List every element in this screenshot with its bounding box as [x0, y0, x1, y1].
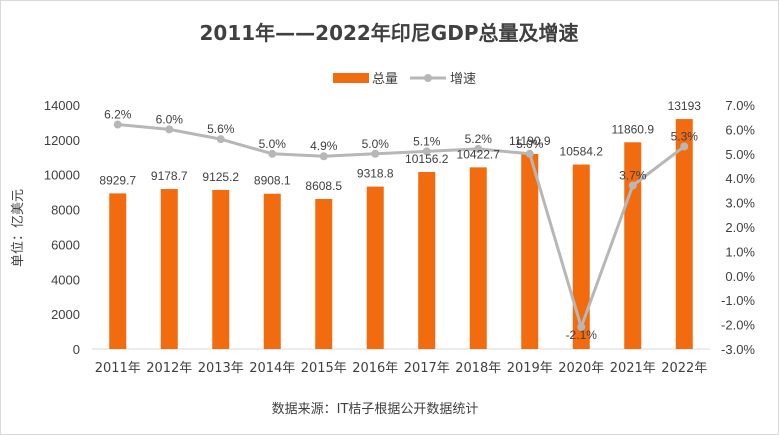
- y-tick-label: 8000: [51, 203, 80, 218]
- bar: [160, 189, 178, 349]
- y2-tick-label: 2.0%: [725, 220, 755, 235]
- y2-tick-label: 3.0%: [725, 196, 755, 211]
- y-tick-label: 6000: [51, 237, 80, 252]
- bar: [572, 164, 590, 349]
- growth-value-label: 5.6%: [207, 122, 235, 136]
- x-tick-label: 2011年: [95, 361, 141, 376]
- bar-value-label: 8908.1: [254, 174, 291, 188]
- x-tick-label: 2018年: [455, 361, 501, 376]
- y-tick-label: 14000: [44, 98, 80, 113]
- bar-value-label: 8929.7: [99, 173, 136, 187]
- growth-value-label: -2.1%: [566, 328, 598, 342]
- y2-tick-label: -2.0%: [721, 318, 755, 333]
- growth-value-label: 3.7%: [619, 169, 647, 183]
- growth-point: [319, 152, 328, 161]
- growth-value-label: 5.2%: [465, 132, 493, 146]
- growth-point: [371, 149, 380, 158]
- x-tick-label: 2022年: [661, 361, 707, 376]
- growth-value-label: 5.1%: [413, 134, 441, 148]
- y-tick-label: 0: [73, 342, 80, 357]
- growth-point: [577, 323, 586, 332]
- growth-value-label: 6.0%: [156, 112, 184, 126]
- y-tick-label: 12000: [44, 133, 80, 148]
- growth-point: [474, 144, 483, 153]
- y2-tick-label: 4.0%: [725, 171, 755, 186]
- y2-tick-label: 6.0%: [725, 122, 755, 137]
- legend-swatch-bar: [333, 73, 369, 83]
- bar-value-label: 11190.9: [509, 134, 551, 148]
- x-tick-label: 2015年: [301, 361, 347, 376]
- bar-value-label: 9125.2: [202, 170, 239, 184]
- chart-title: 2011年——2022年印尼GDP总量及增速: [199, 21, 578, 45]
- growth-line: [117, 123, 686, 329]
- y2-tick-label: 5.0%: [725, 147, 755, 162]
- bar: [418, 171, 436, 349]
- growth-value-label: 5.0%: [362, 137, 390, 151]
- x-tick-label: 2013年: [198, 361, 244, 376]
- y2-tick-label: -3.0%: [721, 342, 755, 357]
- y2-tick-label: 0.0%: [725, 269, 755, 284]
- growth-value-label: 5.0%: [259, 137, 287, 151]
- y-tick-label: 4000: [51, 272, 80, 287]
- legend: 总量 增速: [333, 72, 476, 87]
- bar: [212, 189, 230, 349]
- x-tick-label: 2019年: [507, 361, 553, 376]
- growth-point: [165, 125, 174, 134]
- legend-label-bar: 总量: [372, 72, 398, 87]
- y-axis-label: 单位：亿美元: [11, 189, 26, 267]
- growth-point: [628, 181, 637, 190]
- bar-value-label: 10584.2: [560, 145, 604, 159]
- bar-value-label: 9318.8: [357, 167, 394, 181]
- y2-tick-label: -1.0%: [721, 293, 755, 308]
- bar: [366, 186, 384, 349]
- growth-value-label: 6.2%: [104, 108, 132, 122]
- source-note: 数据来源：IT桔子根据公开数据统计: [272, 402, 479, 417]
- x-tick-label: 2014年: [249, 361, 295, 376]
- growth-value-label: 5.0%: [516, 137, 544, 151]
- growth-point: [680, 142, 689, 151]
- legend-label-line: 增速: [450, 72, 476, 87]
- bar: [263, 193, 281, 349]
- growth-point: [113, 120, 122, 129]
- bar: [109, 193, 127, 349]
- growth-point: [268, 149, 277, 158]
- bar-value-label: 13193: [668, 99, 702, 113]
- x-tick-label: 2016年: [352, 361, 398, 376]
- bar-value-label: 9178.7: [151, 169, 188, 183]
- y-tick-label: 10000: [44, 168, 80, 183]
- chart-marks: 0 2000 4000 6000 8000 10000 12000 14000 -3.0% -2.…: [44, 98, 756, 376]
- bar-value-label: 11860.9: [612, 122, 655, 136]
- growth-point: [216, 135, 225, 144]
- y2-tick-label: 7.0%: [725, 98, 755, 113]
- x-tick-label: 2020年: [558, 361, 604, 376]
- legend-marker-line: [424, 74, 432, 82]
- growth-point: [422, 147, 431, 156]
- bar: [521, 153, 539, 349]
- bar: [315, 198, 333, 349]
- y2-tick-label: 1.0%: [725, 244, 755, 259]
- x-tick-label: 2017年: [404, 361, 450, 376]
- bar: [675, 119, 693, 350]
- x-tick-label: 2021年: [610, 361, 656, 376]
- y-tick-label: 2000: [51, 307, 80, 322]
- growth-value-label: 4.9%: [310, 139, 338, 153]
- bar-value-label: 10156.2: [405, 152, 449, 166]
- x-tick-label: 2012年: [146, 361, 192, 376]
- bar-value-label: 8608.5: [305, 179, 342, 193]
- growth-point: [525, 149, 534, 158]
- bar: [469, 167, 487, 349]
- growth-value-label: 5.3%: [671, 129, 699, 143]
- bar-value-label: 10422.7: [457, 147, 501, 161]
